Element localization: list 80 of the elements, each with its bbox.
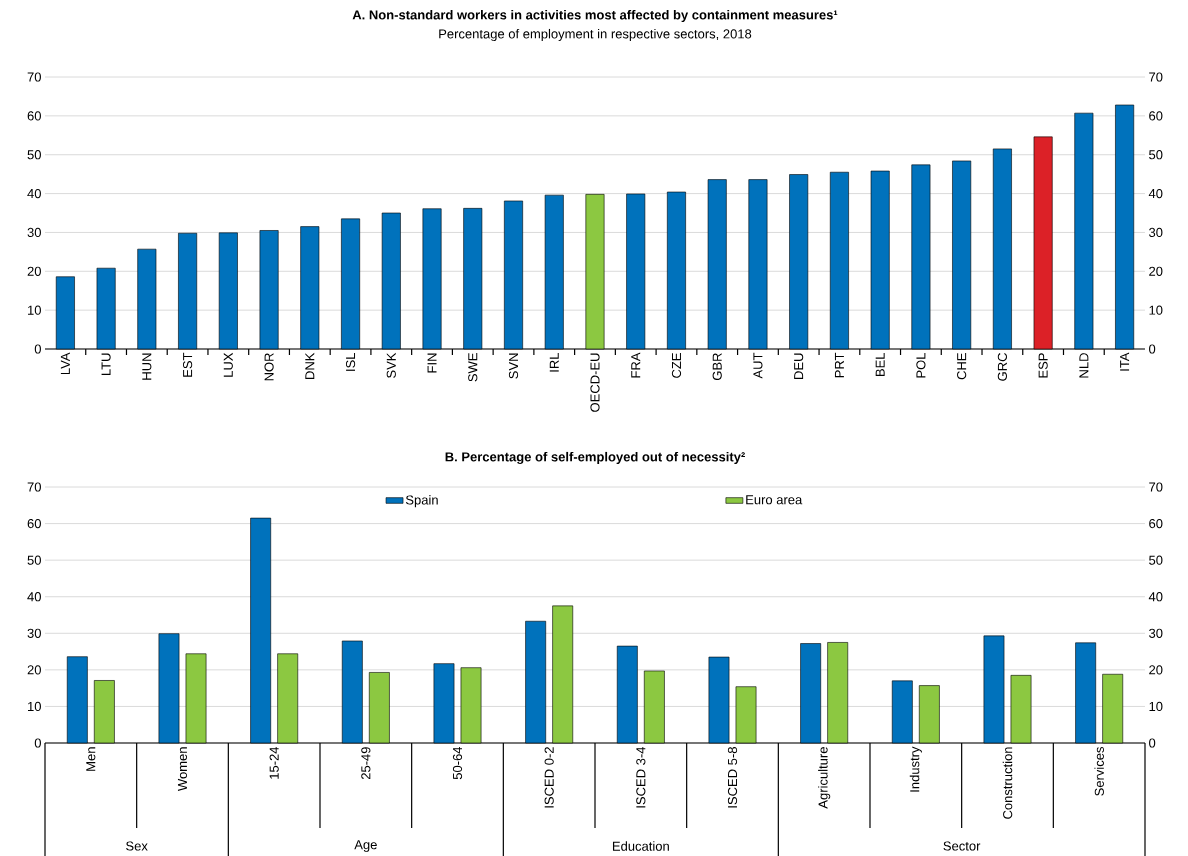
x-tick-label: LTU: [101, 353, 111, 376]
x-tick-label: 50-64: [452, 746, 463, 780]
y2-tick-label: 20: [1149, 665, 1163, 675]
y-tick-label: 0: [34, 738, 41, 748]
x-tick-label: CZE: [671, 353, 682, 378]
x-tick-label: IRL: [549, 352, 559, 372]
y-tick-label: 10: [28, 701, 41, 712]
x-tick-label: Services: [1094, 747, 1104, 796]
x-tick-label: CHE: [957, 353, 967, 380]
y-tick-label: 30: [27, 628, 41, 638]
y2-tick-label: 70: [1149, 482, 1163, 492]
x-tick-label: Agriculture: [818, 747, 831, 809]
y-tick-label: 20: [27, 665, 41, 675]
y2-tick-label: 30: [1149, 628, 1163, 638]
x-tick-label: SVN: [508, 353, 519, 379]
y2-tick-label: 40: [1148, 188, 1163, 199]
x-tick-label: AUT: [753, 352, 763, 379]
x-tick-label: ISCED 5-8: [727, 747, 738, 808]
legend-label: Spain: [405, 495, 438, 508]
x-tick-label: PRT: [834, 352, 844, 378]
x-tick-label: Women: [177, 747, 188, 792]
x-tick-label: LVA: [60, 352, 70, 375]
x-tick-label: FIN: [427, 353, 437, 373]
x-tick-label: ITA: [1120, 352, 1130, 371]
text: Sex: [126, 841, 148, 851]
y2-tick-label: 20: [1149, 266, 1163, 276]
x-tick-label: ISCED 3-4: [636, 746, 646, 808]
text: Education: [612, 841, 669, 851]
x-tick-label: ISCED 0-2: [544, 747, 554, 808]
text: Sector: [943, 841, 981, 851]
y-tick-label: 20: [27, 266, 41, 276]
x-tick-label: GRC: [997, 353, 1007, 381]
y-tick-label: 0: [34, 344, 41, 354]
y-tick-label: 50: [27, 555, 41, 565]
chart-title: A. Non-standard workers in activities most affected by containment measures¹: [352, 9, 838, 23]
y2-tick-label: 10: [1149, 305, 1163, 315]
y2-tick-label: 30: [1149, 227, 1163, 238]
x-tick-label: GBR: [712, 353, 722, 381]
y-tick-label: 70: [27, 482, 41, 492]
y-tick-label: 40: [27, 188, 41, 199]
x-tick-label: POL: [916, 352, 926, 378]
y2-tick-label: 60: [1149, 518, 1163, 529]
x-tick-label: OECD-EU: [590, 353, 600, 412]
y-tick-label: 40: [27, 592, 41, 602]
x-tick-label: Men: [86, 747, 96, 771]
y-tick-label: 10: [28, 305, 41, 315]
x-tick-label: LUX: [223, 352, 233, 377]
x-tick-label: DNK: [305, 352, 315, 379]
x-tick-label: FRA: [631, 352, 641, 378]
y-tick-label: 60: [27, 111, 41, 121]
chart-subtitle: Percentage of employment in respective sectors, 2018: [439, 28, 752, 42]
y2-tick-label: 70: [1149, 72, 1163, 82]
y2-tick-label: 0: [1149, 344, 1156, 354]
y2-tick-label: 10: [1149, 701, 1163, 712]
x-tick-label: EST: [182, 352, 193, 377]
chart-title: B. Percentage of self-employed out of necessity²: [445, 451, 745, 465]
y2-tick-label: 50: [1149, 555, 1163, 565]
x-tick-label: SVK: [386, 352, 396, 378]
x-tick-label: SWE: [468, 353, 478, 382]
x-tick-label: HUN: [142, 353, 152, 380]
x-tick-label: 15-24: [269, 746, 279, 779]
x-tick-label: ESP: [1038, 353, 1048, 378]
y2-tick-label: 50: [1149, 150, 1163, 160]
x-tick-label: ISL: [345, 352, 356, 371]
y-tick-label: 70: [27, 72, 41, 82]
x-tick-label: BEL: [875, 352, 885, 377]
x-tick-label: DEU: [794, 353, 804, 379]
legend-label: Euro area: [746, 495, 803, 505]
y2-tick-label: 60: [1149, 111, 1163, 121]
x-tick-label: NLD: [1079, 353, 1089, 378]
y2-tick-label: 0: [1149, 738, 1156, 748]
x-tick-label: Construction: [1002, 747, 1013, 819]
x-tick-label: Industry: [909, 746, 922, 792]
x-tick-label: 25-49: [361, 747, 371, 780]
y2-tick-label: 40: [1148, 592, 1163, 602]
text: Age: [354, 840, 377, 852]
y-tick-label: 60: [27, 518, 41, 529]
x-tick-label: NOR: [264, 353, 274, 381]
y-tick-label: 30: [27, 227, 41, 238]
y-tick-label: 50: [27, 150, 41, 160]
